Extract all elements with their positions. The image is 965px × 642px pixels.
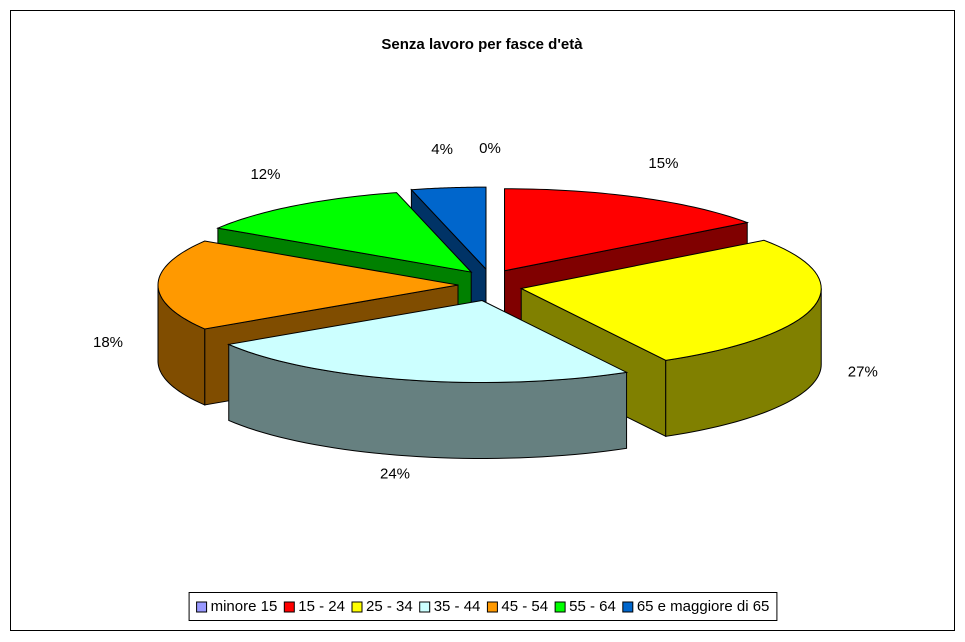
legend-swatch (554, 601, 566, 613)
legend: minore 15 15 - 24 25 - 34 35 - 44 45 - 54 55 … (196, 598, 770, 615)
slice-top (157, 240, 459, 330)
legend-swatch (486, 601, 498, 613)
legend-label: minore 15 (211, 598, 278, 615)
legend-swatch (622, 601, 634, 613)
legend-swatch (283, 601, 295, 613)
chart-title: Senza lavoro per fasce d'età (381, 36, 583, 53)
data-label: 27% (848, 364, 878, 381)
legend-swatch (196, 601, 208, 613)
slice-top (410, 186, 487, 271)
slice (226, 299, 629, 459)
slice-top (519, 239, 822, 361)
slice-top (226, 299, 629, 383)
data-label: 4% (431, 141, 453, 158)
data-label: 12% (250, 166, 280, 183)
legend-swatch (351, 601, 363, 613)
slice-top (216, 192, 473, 273)
legend-label: 55 - 64 (569, 598, 616, 615)
pie: 0% 15% 27% 24% 18% 12% 4% (93, 140, 878, 483)
legend-label: 65 e maggiore di 65 (637, 598, 770, 615)
data-label: 15% (648, 155, 678, 172)
legend-label: 45 - 54 (501, 598, 548, 615)
slice-top (504, 188, 750, 272)
legend-label: 15 - 24 (298, 598, 345, 615)
data-label: 18% (93, 334, 123, 351)
data-label: 24% (380, 466, 410, 483)
legend-label: 35 - 44 (434, 598, 481, 615)
data-label: 0% (479, 140, 501, 157)
legend-label: 25 - 34 (366, 598, 413, 615)
legend-swatch (419, 601, 431, 613)
